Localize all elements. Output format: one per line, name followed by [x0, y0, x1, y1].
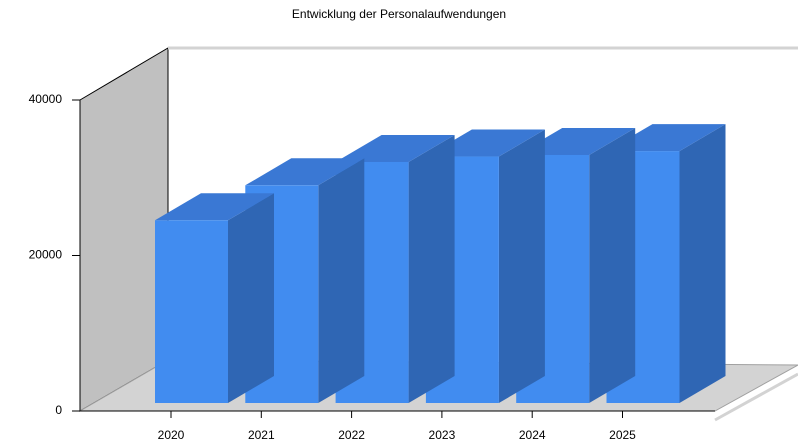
bar-side	[498, 129, 545, 403]
x-tick-label: 2020	[158, 428, 185, 442]
bar-side	[679, 124, 726, 403]
chart-title: Entwicklung der Personalaufwendungen	[292, 7, 506, 21]
y-tick-label: 0	[55, 403, 62, 417]
bar-top	[155, 193, 274, 221]
x-tick-label: 2023	[429, 428, 456, 442]
bar-top	[425, 129, 545, 157]
bar-side	[318, 158, 365, 403]
bar-top	[245, 158, 365, 186]
bar-top	[335, 134, 455, 162]
bar-side	[228, 193, 274, 403]
x-tick-label: 2021	[248, 428, 275, 442]
bar	[155, 220, 228, 403]
bar-side	[589, 127, 636, 403]
bar-side	[408, 134, 455, 403]
floor-shadow	[714, 372, 798, 422]
x-tick-label: 2025	[609, 428, 636, 442]
bar-top	[606, 124, 726, 152]
x-tick-label: 2022	[338, 428, 365, 442]
x-tick-label: 2024	[519, 428, 546, 442]
y-tick-label: 20000	[29, 248, 63, 262]
left-wall	[79, 47, 169, 412]
bar-top	[516, 127, 636, 155]
y-tick-label: 40000	[29, 92, 63, 106]
